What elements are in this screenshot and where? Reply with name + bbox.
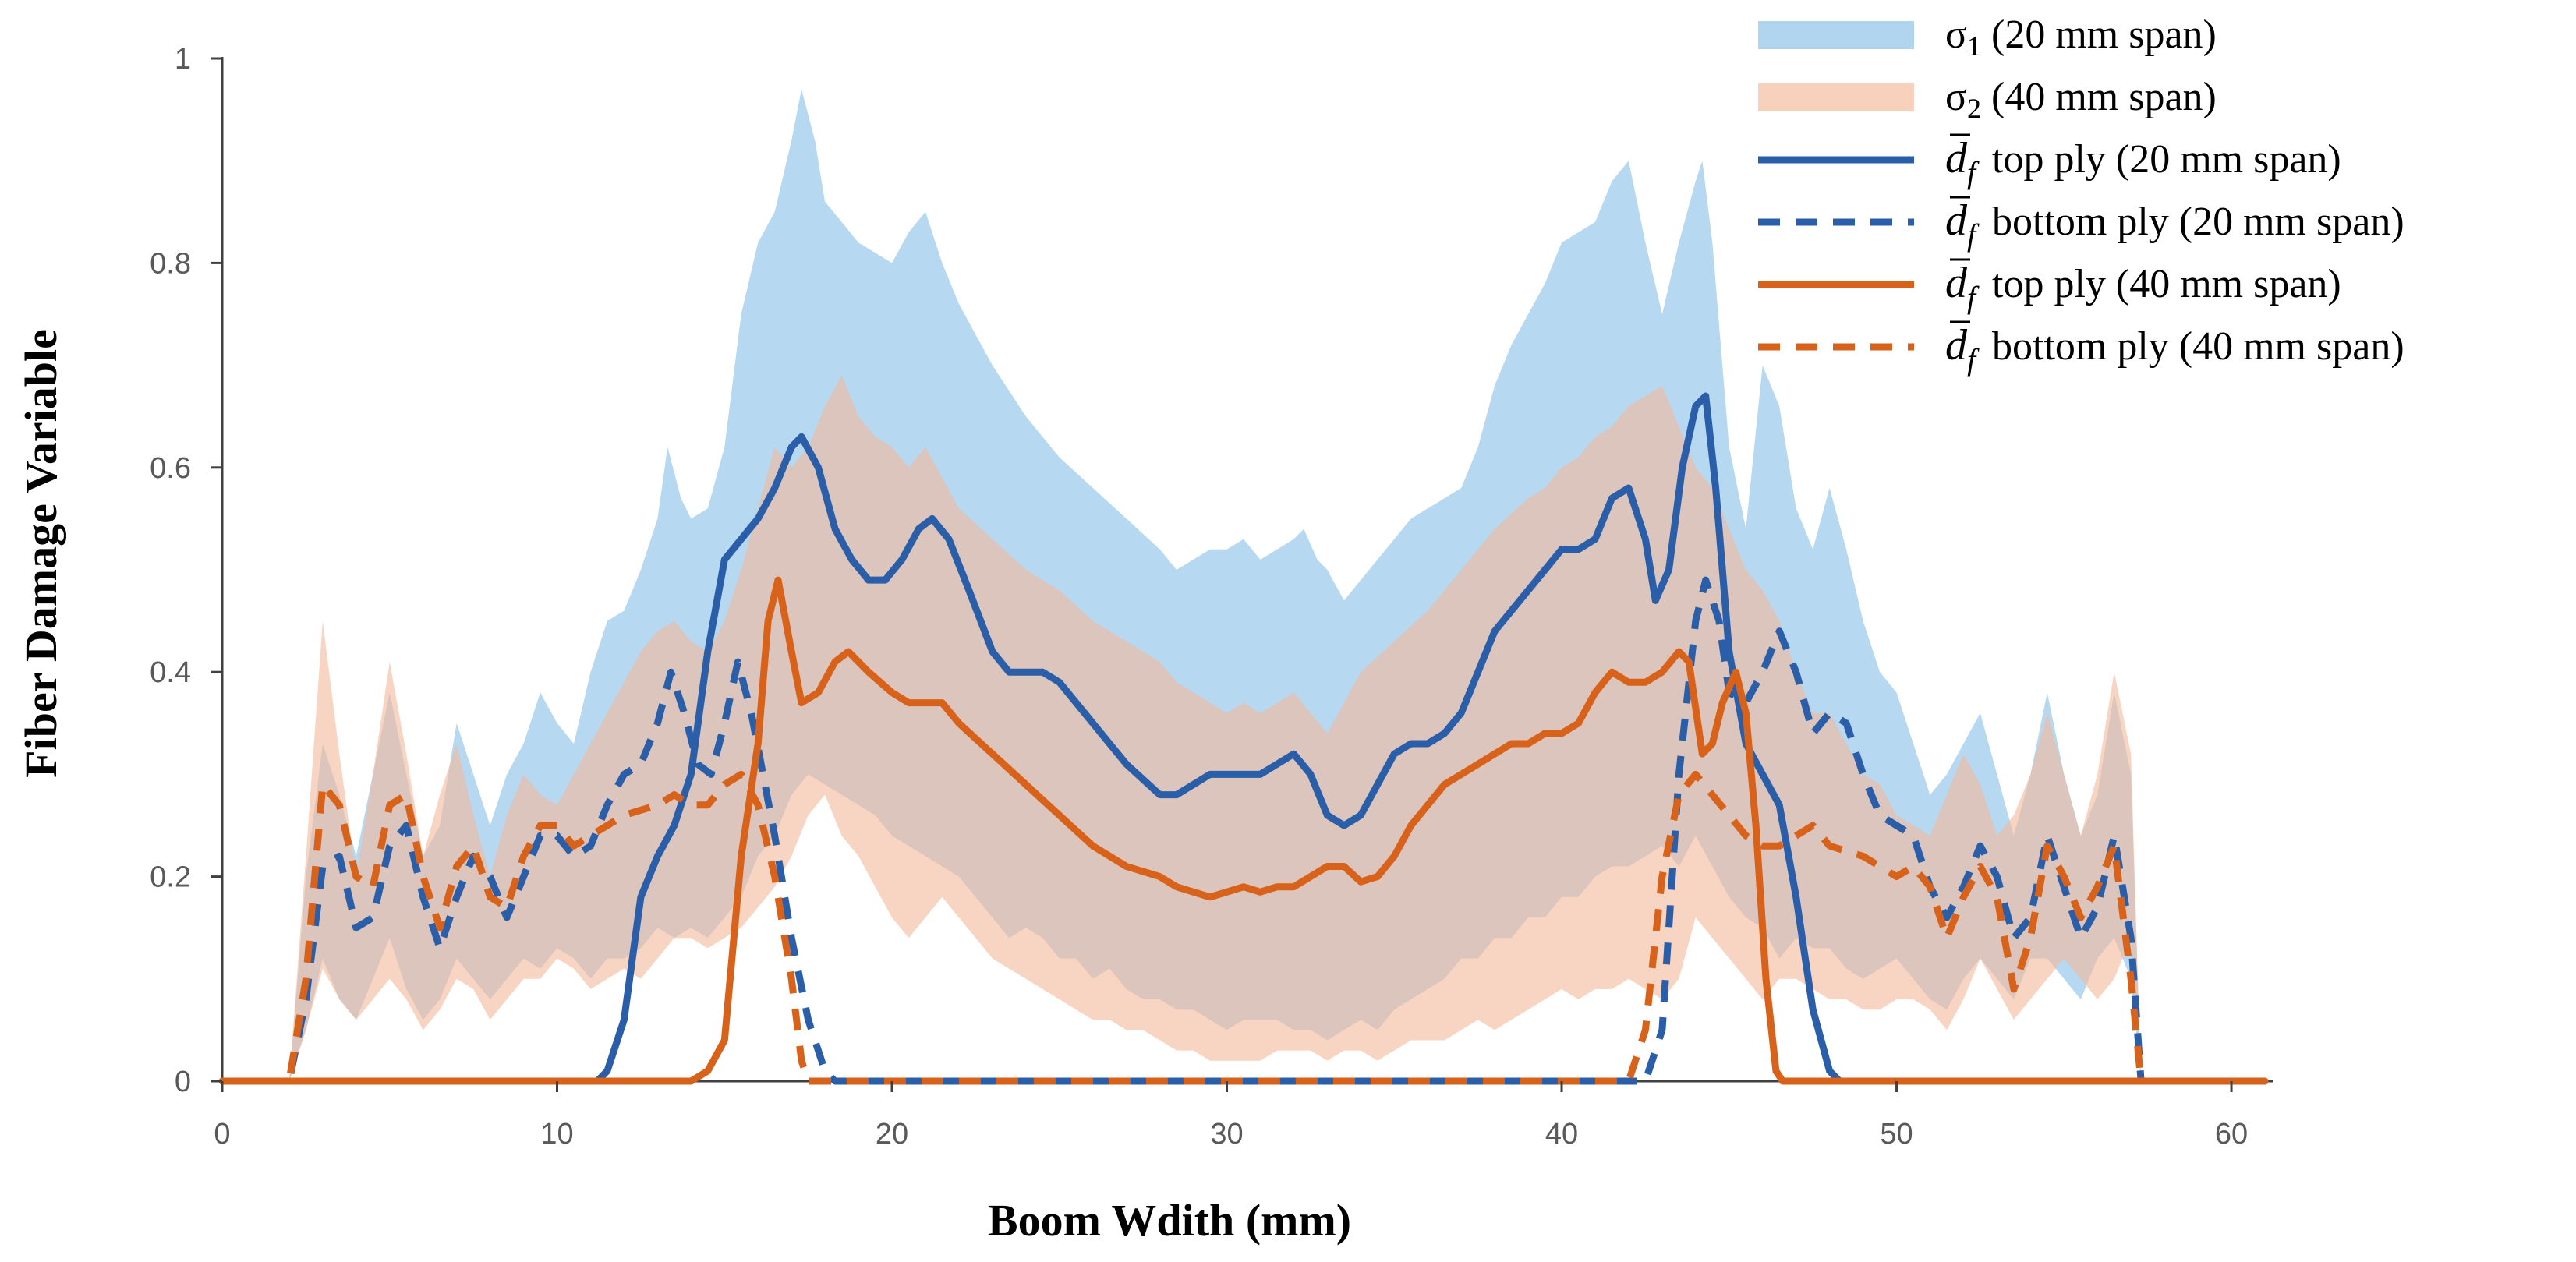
tick-labels: 00.20.40.60.810 10 20 30 40 50 60 [150,43,2248,1151]
x-tick-label: 0 [214,1118,230,1151]
x-tick-label: 50 [1880,1118,1913,1151]
legend-label-band-2: σ2 (40 mm span) [1945,75,2217,124]
legend-label-band-1: σ1 (20 mm span) [1945,12,2217,62]
legend-label-series-3: top ply (40 mm span) [1992,262,2341,306]
series-line-4 [222,770,2265,1085]
x-tick-label: 60 [2215,1118,2248,1151]
series-line-2 [222,576,2265,1085]
legend-swatch-band-2 [1758,83,1914,111]
y-tick-label: 0.6 [150,452,191,485]
x-tick-label: 20 [876,1118,908,1151]
x-axis-title: Boom Wdith (mm) [988,1195,1351,1246]
legend-swatch-band-1 [1758,21,1914,49]
legend-symbol-dbar-f: df [1945,196,1980,253]
series-line-3 [218,576,2269,1085]
legend-symbol-dbar-f: df [1945,259,1980,315]
y-tick-label: 0.8 [150,247,191,280]
legend: σ1 (20 mm span) σ2 (40 mm span) df top ply… [1758,12,2404,377]
x-tick-label: 10 [540,1118,573,1151]
uncertainty-bands [288,89,2142,1081]
band-2 [288,375,2142,1081]
y-tick-label: 0.4 [150,656,191,689]
y-axis-title: Fiber Damage Variable [16,329,66,778]
y-tick-label: 0 [175,1066,191,1098]
legend-label-series-2: bottom ply (20 mm span) [1992,200,2404,244]
x-tick-label: 40 [1545,1118,1578,1151]
x-tick-label: 30 [1210,1118,1243,1151]
legend-symbol-dbar-f: df [1945,321,1980,377]
legend-symbol-dbar-f: df [1945,134,1980,190]
damage-curves [218,392,2269,1085]
y-tick-label: 1 [175,43,191,76]
y-tick-label: 0.2 [150,861,191,894]
legend-label-series-4: bottom ply (40 mm span) [1992,324,2404,369]
legend-label-series-1: top ply (20 mm span) [1992,137,2341,182]
series-line-1 [218,392,2269,1085]
